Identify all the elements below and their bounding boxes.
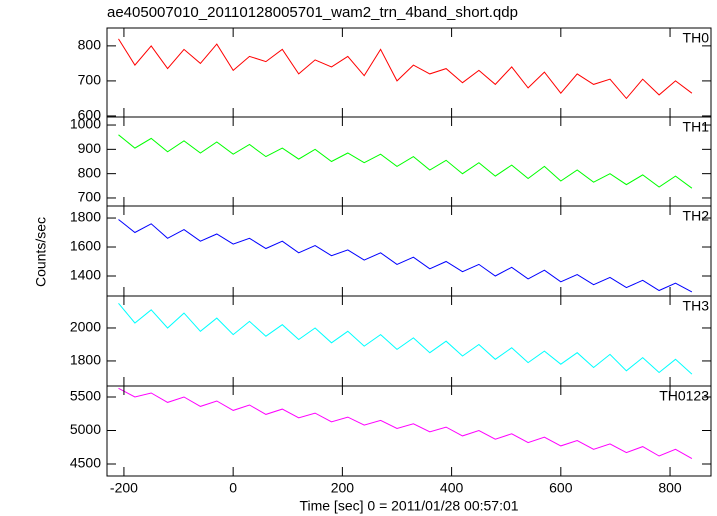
y-tick-label: 1600 — [70, 238, 101, 254]
x-tick-label: 0 — [229, 480, 237, 496]
y-tick-label: 800 — [78, 164, 102, 180]
legend-label: TH0 — [683, 30, 710, 46]
y-tick-label: 900 — [78, 140, 102, 156]
x-tick-label: 200 — [331, 480, 355, 496]
panel-frame — [106, 116, 712, 207]
legend-label: TH1 — [683, 119, 710, 135]
series-line — [118, 219, 693, 293]
y-tick-label: 1000 — [70, 116, 101, 132]
y-tick-label: 700 — [78, 72, 102, 88]
panel-frame — [106, 385, 712, 477]
chart-title: ae405007010_20110128005701_wam2_trn_4ban… — [107, 4, 518, 21]
y-tick-label: 800 — [78, 37, 102, 53]
series-line — [118, 387, 693, 460]
x-tick-label: 400 — [440, 480, 464, 496]
x-tick-label: 800 — [658, 480, 682, 496]
series-line — [118, 302, 693, 375]
y-axis-label: Counts/sec — [33, 217, 49, 287]
series-line — [118, 38, 693, 100]
panel-frame — [106, 27, 712, 118]
y-tick-label: 700 — [78, 189, 102, 205]
series-line — [118, 134, 693, 189]
y-tick-label: 1800 — [70, 209, 101, 225]
y-tick-label: 2000 — [70, 319, 101, 335]
y-tick-label: 5000 — [70, 421, 101, 437]
y-tick-label: 1400 — [70, 267, 101, 283]
legend-label: TH0123 — [659, 388, 709, 404]
y-tick-label: 4500 — [70, 455, 101, 471]
panel-frame — [106, 205, 712, 297]
x-axis-label: Time [sec] 0 = 2011/01/28 00:57:01 — [299, 498, 518, 514]
y-tick-label: 600 — [78, 107, 102, 123]
y-tick-label: 5500 — [70, 388, 101, 404]
x-tick-label: -200 — [110, 480, 138, 496]
y-tick-label: 1800 — [70, 352, 101, 368]
x-tick-label: 600 — [549, 480, 573, 496]
legend-label: TH3 — [683, 298, 710, 314]
legend-label: TH2 — [683, 208, 710, 224]
